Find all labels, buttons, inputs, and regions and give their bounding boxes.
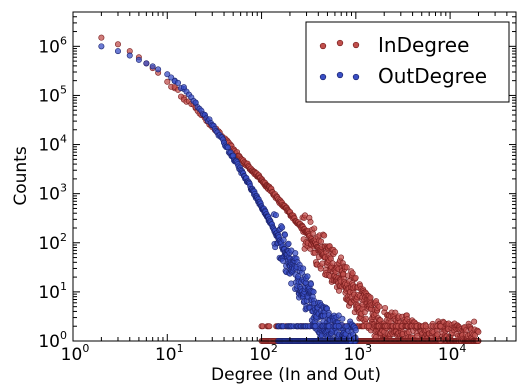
indegree-point (307, 218, 314, 225)
indegree-point (352, 274, 359, 281)
indegree-point (471, 318, 478, 325)
legend-box (305, 21, 510, 103)
x-tick-labels: 100 101 102 103 104 (61, 342, 467, 365)
outdegree-point (335, 323, 342, 330)
indegree-point (434, 331, 441, 338)
outdegree-point (343, 323, 350, 330)
indegree-point (475, 328, 482, 335)
outdegree-point (352, 327, 359, 334)
x-axis-label: Degree (In and Out) (211, 365, 381, 385)
y-tick-label: 102 (38, 231, 67, 254)
y-tick-labels: 100 101 102 103 104 105 106 (38, 34, 67, 352)
x-tick-label: 102 (249, 342, 278, 365)
indegree-point (311, 225, 318, 232)
legend-label-indegree: InDegree (378, 33, 469, 57)
plot-frame (72, 11, 517, 342)
outdegree-point (307, 281, 314, 288)
y-axis-label: Counts (11, 146, 31, 205)
y-tick-label: 104 (38, 133, 67, 156)
x-tick-label: 100 (61, 342, 90, 365)
indegree-point (98, 34, 105, 41)
x-tick-label: 101 (155, 342, 184, 365)
indegree-point (164, 78, 171, 85)
outdegree-point (114, 48, 121, 55)
indegree-point (392, 309, 399, 316)
legend-marker-outdegree-1 (319, 73, 327, 81)
indegree-point (343, 264, 350, 271)
outdegree-point (168, 74, 175, 81)
outdegree-point (149, 63, 156, 70)
indegree-point (437, 323, 444, 330)
outdegree-point (300, 265, 307, 272)
outdegree-point (288, 280, 295, 287)
legend-marker-indegree-2 (336, 39, 344, 47)
indegree-point (362, 315, 369, 322)
legend-entry-indegree: InDegree (319, 33, 469, 57)
indegree-point (367, 294, 374, 301)
outdegree-point (279, 224, 286, 231)
y-tick-label: 103 (38, 182, 67, 205)
outdegree-point (281, 231, 288, 238)
indegree-point (114, 41, 121, 48)
outdegree-point (310, 288, 317, 295)
outdegree-point (339, 315, 346, 322)
indegree-point (338, 254, 345, 261)
outdegree-point (335, 312, 342, 319)
legend-label-outdegree: OutDegree (378, 64, 487, 88)
indegree-point (321, 232, 328, 239)
outdegree-point (292, 250, 299, 257)
outdegree-point (312, 323, 319, 330)
y-tick-label: 106 (38, 34, 67, 57)
axes (72, 11, 517, 342)
indegree-point (382, 304, 389, 311)
y-tick-label: 100 (38, 329, 67, 352)
indegree-point (376, 303, 383, 310)
y-tick-label: 105 (38, 83, 67, 106)
legend-marker-outdegree-2 (336, 71, 344, 79)
indegree-point (365, 323, 372, 330)
outdegree-point (126, 52, 133, 59)
indegree-point (309, 230, 316, 237)
outdegree-point (304, 273, 311, 280)
legend-marker-outdegree-3 (352, 73, 360, 81)
outdegree-point (164, 71, 171, 78)
outdegree-point (175, 79, 182, 86)
outdegree-point (272, 212, 279, 219)
legend-entry-outdegree: OutDegree (319, 64, 487, 88)
outdegree-point (285, 240, 292, 247)
outdegree-point (135, 56, 142, 63)
legend: InDegree OutDegree (305, 21, 510, 103)
legend-marker-indegree-1 (319, 42, 327, 50)
tick-marks (72, 11, 517, 342)
y-tick-label: 101 (38, 280, 67, 303)
outdegree-point (155, 66, 162, 73)
indegree-point (332, 248, 339, 255)
indegree-point (266, 323, 273, 330)
x-tick-label: 104 (438, 342, 467, 365)
x-tick-label: 103 (344, 342, 373, 365)
indegree-point (422, 323, 429, 330)
legend-marker-indegree-3 (352, 41, 360, 49)
outdegree-point (280, 237, 287, 244)
outdegree-point (180, 84, 187, 91)
indegree-point (317, 265, 324, 272)
outdegree-point (143, 60, 150, 67)
outdegree-point (98, 43, 105, 50)
indegree-point (318, 238, 325, 245)
